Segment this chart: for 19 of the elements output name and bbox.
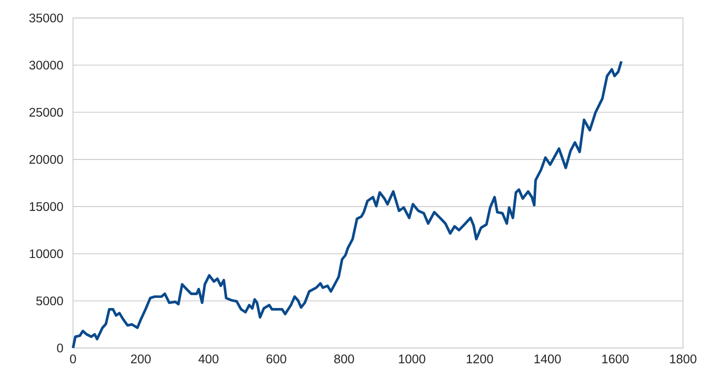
x-tick-label: 600 <box>266 354 286 364</box>
y-tick-label: 20000 <box>29 155 63 164</box>
x-tick-label: 400 <box>198 354 218 364</box>
x-tick-label: 1800 <box>670 354 696 364</box>
x-tick-label: 200 <box>131 354 151 364</box>
line-series <box>72 60 623 350</box>
y-tick-label: 30000 <box>29 60 63 70</box>
x-tick-label: 1600 <box>602 354 629 364</box>
y-tick-label: 35000 <box>29 14 63 22</box>
y-tick-label: 15000 <box>30 202 63 211</box>
y-tick-label: 10000 <box>30 249 63 258</box>
y-tick-label: 25000 <box>29 108 63 117</box>
x-tick-label: 0 <box>70 354 76 364</box>
x-tick-label: 1400 <box>534 354 561 364</box>
y-tick-label: 0 <box>57 344 63 352</box>
x-tick-label: 800 <box>334 354 354 364</box>
y-tick-label: 5000 <box>36 296 63 306</box>
x-tick-label: 1000 <box>399 354 426 364</box>
x-tick-label: 1200 <box>466 354 494 364</box>
